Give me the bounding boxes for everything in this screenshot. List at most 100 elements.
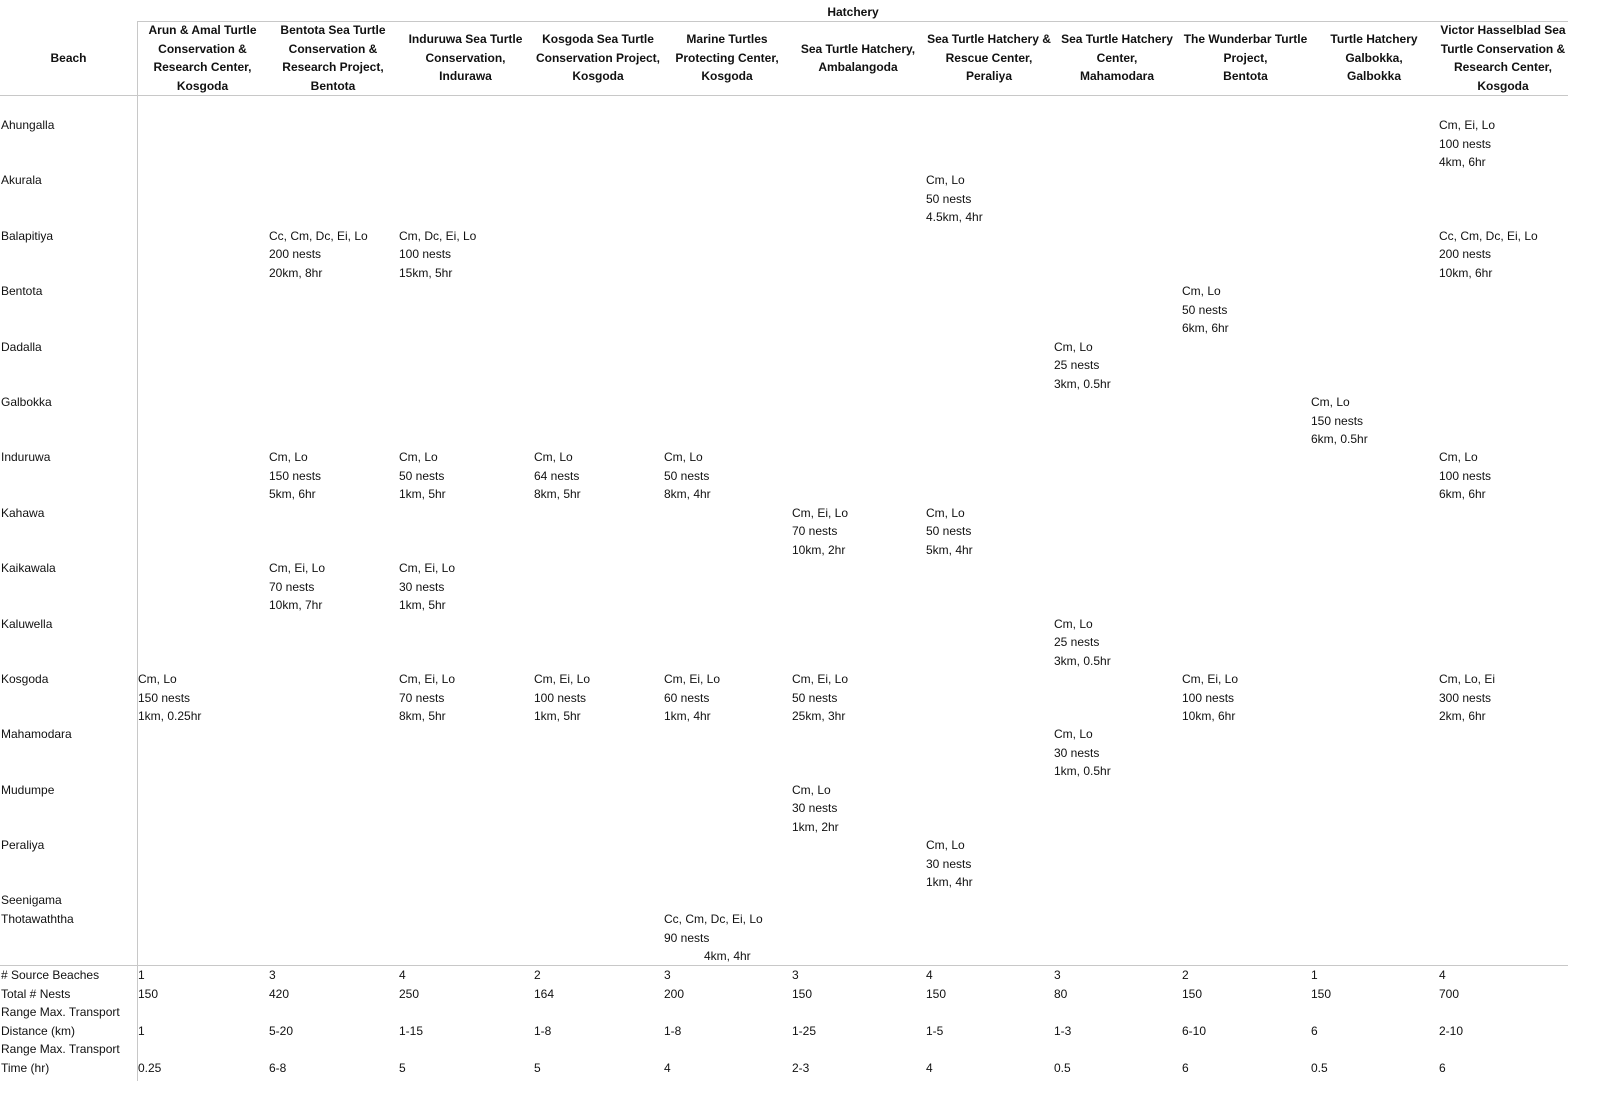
summary-value: 1-25 xyxy=(792,1023,817,1038)
hatchery-beach-cell-line: 30 nests xyxy=(792,801,838,816)
hatchery-beach-cell-line: 100 nests xyxy=(1439,468,1492,483)
summary-value: 150 xyxy=(1311,986,1332,1001)
summary-value: 150 xyxy=(1182,986,1203,1001)
hatchery-beach-cell-line: 3km, 0.5hr xyxy=(1054,653,1111,668)
hatchery-header-line: Conservation & xyxy=(158,41,247,56)
hatchery-beach-cell-line: Cm, Dc, Ei, Lo xyxy=(399,228,477,243)
hatchery-beach-cell-line: Cm, Lo xyxy=(926,505,965,520)
summary-value: 3 xyxy=(792,968,799,982)
beach-name: Mahamodara xyxy=(1,725,72,744)
hatchery-beach-cell-line: Cm, Lo xyxy=(399,450,438,465)
hatchery-beach-cell-line: Cm, Lo xyxy=(1054,616,1093,631)
beach-name-line: Mahamodara xyxy=(1,727,72,742)
hatchery-header-line: Marine Turtles xyxy=(686,32,768,47)
hatchery-header: Sea Turtle Hatchery Center, Mahamodara xyxy=(1053,21,1181,95)
hatchery-beach-cell-line: 1km, 0.5hr xyxy=(1054,764,1111,779)
hatchery-beach-cell-line: 50 nests xyxy=(664,468,710,483)
hatchery-header-line: Rescue Center, xyxy=(945,50,1033,65)
summary-value: 0.5 xyxy=(1311,1060,1328,1075)
hatchery-beach-cell-line: 100 nests xyxy=(534,690,587,705)
hatchery-beach-cell-line: 1km, 4hr xyxy=(664,709,711,723)
hatchery-beach-cell-line: 30 nests xyxy=(399,579,445,594)
beach-name: Ahungalla xyxy=(1,116,54,135)
summary-value: 1 xyxy=(138,1023,145,1038)
hatchery-header-line: Bentota xyxy=(310,78,356,93)
hatchery-beach-cell: Cm, Lo 30 nests 1km, 4hr xyxy=(926,836,973,892)
hatchery-beach-cell-line: 8km, 4hr xyxy=(664,487,711,502)
beach-name: Akurala xyxy=(1,171,42,190)
hatchery-beach-cell-line: Cm, Lo xyxy=(926,173,965,188)
hatchery-beach-cell-line: 200 nests xyxy=(1439,247,1492,262)
hatchery-beach-cell-line: 60 nests xyxy=(664,690,710,705)
beach-name: Kosgoda xyxy=(1,670,48,689)
hatchery-beach-cell-line: Cm, Lo, Ei xyxy=(1439,672,1496,686)
hatchery-beach-cell-line: 100 nests xyxy=(399,247,452,262)
beach-name-line: Galbokka xyxy=(1,395,52,409)
hatchery-beach-cell-line: Cm, Lo xyxy=(534,450,573,465)
beach-name-line: Ahungalla xyxy=(1,118,55,132)
hatchery-header-line: Kosgoda xyxy=(176,78,229,93)
hatchery-beach-cell-line: 6km, 6hr xyxy=(1439,487,1486,502)
hatchery-beach-cell-line: Cc, Cm, Dc, Ei, Lo xyxy=(664,912,763,926)
summary-label: Range Max. Transport Time (hr) xyxy=(1,1040,120,1077)
beach-name-line: Thotawaththa xyxy=(1,911,74,926)
summary-value: 4 xyxy=(926,1060,933,1075)
hatchery-beach-cell: Cc, Cm, Dc, Ei, Lo 200 nests 10km, 6hr xyxy=(1439,227,1538,283)
hatchery-header-line: Turtle Hatchery xyxy=(1330,32,1418,47)
summary-value: 164 xyxy=(534,986,555,1001)
hatchery-beach-cell: Cm, Dc, Ei, Lo 100 nests 15km, 5hr xyxy=(399,227,476,283)
hatchery-beach-cell-line: 100 nests xyxy=(1439,136,1492,151)
hatchery-beach-cell-line: 10km, 7hr xyxy=(269,598,323,613)
summary-value: 1 xyxy=(1311,968,1318,982)
beach-column-divider xyxy=(137,21,138,1081)
summary-value: 5-20 xyxy=(269,1023,294,1038)
hatchery-beach-cell-line: 150 nests xyxy=(269,468,322,483)
hatchery-beach-cell-line: Cm, Lo xyxy=(1311,395,1350,409)
hatchery-beach-cell-line: Cm, Lo xyxy=(664,450,703,465)
hatchery-beach-cell: Cm, Ei, Lo 30 nests 1km, 5hr xyxy=(399,559,455,615)
hatchery-beach-cell: Cm, Lo 50 nests 4.5km, 4hr xyxy=(926,171,983,227)
summary-value: 2-3 xyxy=(792,1060,810,1075)
hatchery-header-line: Conservation & xyxy=(288,41,378,56)
hatchery-beach-cell-line: 90 nests xyxy=(664,930,710,945)
beach-name: Kahawa xyxy=(1,504,44,523)
summary-label: Range Max. Transport Distance (km) xyxy=(1,1003,120,1040)
hatchery-beach-cell-line: Cc, Cm, Dc, Ei, Lo xyxy=(269,228,368,243)
beach-column-header: Beach xyxy=(50,50,87,65)
hatchery-header-line: Research Project, xyxy=(282,60,384,74)
hatchery-beach-cell: Cc, Cm, Dc, Ei, Lo 200 nests 20km, 8hr xyxy=(269,227,368,283)
hatchery-beach-cell-line: Cm, Ei, Lo xyxy=(399,561,456,576)
hatchery-beach-cell: Cm, Lo 64 nests 8km, 5hr xyxy=(534,448,581,504)
hatchery-beach-cell: Cm, Lo 50 nests 5km, 4hr xyxy=(926,504,973,560)
hatchery-beach-cell-line: 1km, 4hr xyxy=(926,875,973,890)
beach-name-line: Kaikawala xyxy=(1,561,56,576)
summary-value: 6 xyxy=(1439,1060,1446,1075)
hatchery-beach-cell-line: 5km, 4hr xyxy=(926,542,973,557)
hatchery-beach-cell: Cc, Cm, Dc, Ei, Lo 90 nests 4km, 4hr xyxy=(664,910,763,966)
hatchery-beach-cell-line: Cm, Lo xyxy=(926,838,965,853)
hatchery-beach-cell: Cm, Ei, Lo 70 nests 10km, 2hr xyxy=(792,504,848,560)
hatchery-header-line: Sea Turtle Hatchery & xyxy=(927,32,1051,47)
hatchery-beach-cell-line: 25km, 3hr xyxy=(792,709,846,723)
hatchery-beach-cell-line: 1km, 5hr xyxy=(399,598,446,613)
summary-value: 0.5 xyxy=(1054,1060,1071,1075)
hatchery-beach-cell-line: 1km, 5hr xyxy=(534,709,581,723)
hatchery-beach-cell-line: 200 nests xyxy=(269,247,322,262)
hatchery-header-line: Research Center, xyxy=(1453,60,1553,74)
summary-value: 700 xyxy=(1439,986,1460,1001)
hatchery-header-line: Galbokka xyxy=(1346,69,1402,84)
hatchery-beach-cell-line: Cm, Ei, Lo xyxy=(792,505,849,520)
summary-value: 150 xyxy=(138,986,159,1001)
beach-name-line: Peraliya xyxy=(1,838,45,853)
hatchery-beach-cell-line: Cc, Cm, Dc, Ei, Lo xyxy=(1439,228,1538,243)
hatchery-group-header: Hatchery xyxy=(827,5,879,19)
summary-value: 2 xyxy=(534,968,541,982)
summary-value: 5 xyxy=(399,1060,406,1075)
hatchery-header-line: The Wunderbar Turtle xyxy=(1183,32,1308,47)
hatchery-beach-cell: Cm, Lo 25 nests 3km, 0.5hr xyxy=(1054,615,1111,671)
hatchery-beach-cell: Cm, Lo 25 nests 3km, 0.5hr xyxy=(1054,338,1111,394)
hatchery-header: Sea Turtle Hatchery & Rescue Center, Peral… xyxy=(925,21,1053,95)
summary-label: Total # Nests xyxy=(1,985,70,1004)
hatchery-beach-cell-line: 2km, 6hr xyxy=(1439,709,1486,723)
hatchery-beach-cell-line: 50 nests xyxy=(792,690,838,705)
